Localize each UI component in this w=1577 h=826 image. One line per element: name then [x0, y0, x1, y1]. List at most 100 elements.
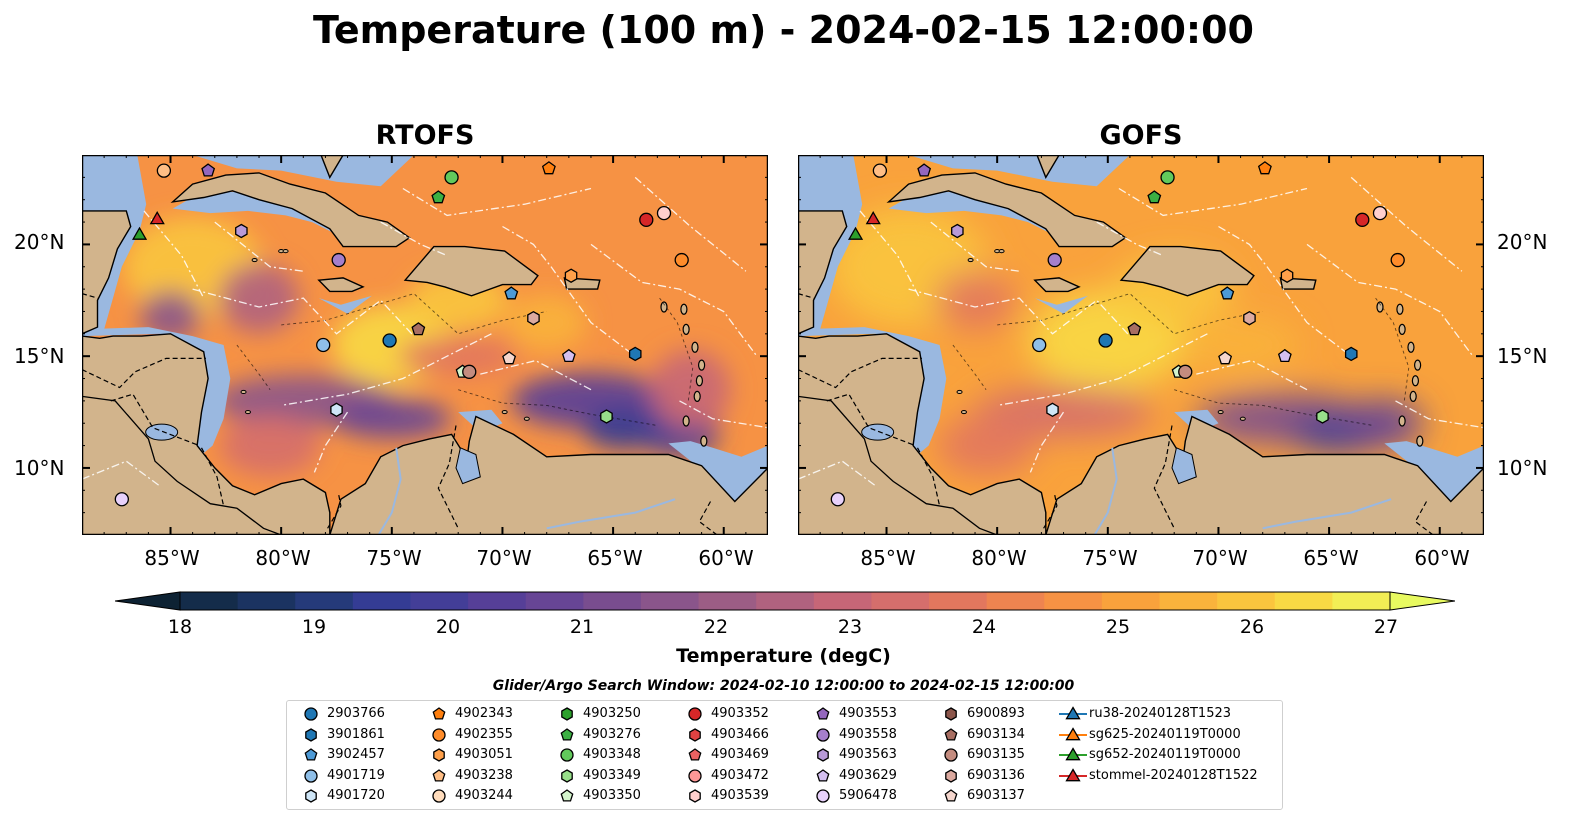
- legend-label: 4903250: [583, 706, 641, 721]
- colorbar-segment: [180, 592, 239, 610]
- depth-contour: [236, 344, 271, 390]
- island: [523, 416, 530, 421]
- float-marker: [628, 346, 642, 362]
- legend-label: 4903563: [839, 747, 897, 762]
- legend-marker-icon: [817, 748, 829, 762]
- float-marker: [1344, 346, 1358, 362]
- colorbar-segment: [468, 592, 527, 610]
- depth-contour: [997, 293, 1263, 335]
- legend-marker-icon: [945, 707, 957, 721]
- eez-boundary: [859, 210, 921, 299]
- legend-label: 4903539: [711, 788, 769, 803]
- legend-label: 6903137: [967, 788, 1025, 803]
- island: [1239, 416, 1246, 421]
- legend-marker-icon: [688, 768, 702, 783]
- float-marker: [1372, 205, 1388, 221]
- legend-label: sg652-20240119T0000: [1089, 747, 1241, 762]
- float-marker: [504, 286, 519, 300]
- legend-marker-icon: [1059, 747, 1087, 761]
- legend-label: 4901720: [327, 788, 385, 803]
- legend-marker-icon: [560, 727, 574, 741]
- legend-label: 6903134: [967, 726, 1025, 742]
- legend-marker-icon: [560, 789, 574, 802]
- legend-pentagon-icon: [560, 727, 574, 741]
- colorbar-tick-label: 22: [703, 616, 729, 638]
- eez-boundary: [908, 288, 1131, 337]
- legend-pentagon-icon: [688, 748, 702, 761]
- legend-marker-icon: [1059, 767, 1087, 781]
- coastline: [798, 395, 998, 535]
- eez-boundary: [281, 333, 492, 407]
- country-border: [1043, 494, 1058, 529]
- legend-label: 4902355: [455, 726, 513, 742]
- lake: [1171, 447, 1197, 485]
- island: [680, 303, 688, 315]
- legend-hexagon-icon: [689, 789, 701, 803]
- float-marker: [830, 492, 845, 507]
- legend-marker-icon: [689, 789, 701, 803]
- legend-marker-icon: [816, 768, 830, 782]
- legend-circle-icon: [688, 707, 702, 721]
- lake: [145, 423, 179, 441]
- eez-boundary: [1395, 400, 1484, 429]
- legend-hexagon-icon: [945, 768, 957, 783]
- country-border: [1153, 425, 1175, 529]
- legend-pentagon-icon: [816, 768, 830, 782]
- lon-tick-label: 85°W: [144, 546, 200, 570]
- island: [240, 389, 247, 395]
- eez-boundary: [997, 333, 1208, 407]
- colorbar-segment: [1044, 592, 1103, 610]
- panel-title-gofs: GOFS: [1099, 120, 1183, 151]
- float-marker: [564, 268, 578, 283]
- legend-label: 4903469: [711, 747, 769, 762]
- float-marker: [411, 322, 426, 336]
- colorbar-segment: [583, 592, 642, 610]
- legend-marker-icon: [688, 707, 702, 721]
- lon-tick-label: 85°W: [860, 546, 916, 570]
- depth-contour: [1174, 389, 1374, 426]
- lat-tick-label: 15°N: [14, 344, 65, 368]
- lon-tick-label: 80°W: [255, 546, 311, 570]
- land: [1119, 245, 1255, 297]
- island: [660, 301, 668, 313]
- eez-boundary: [679, 400, 768, 429]
- island: [682, 323, 690, 335]
- legend-label: 4901719: [327, 767, 385, 783]
- land: [403, 245, 539, 297]
- legend-triangle-icon: [1065, 726, 1081, 740]
- eez-boundary: [82, 460, 160, 487]
- float-marker: [1280, 268, 1294, 283]
- eez-boundary: [1029, 411, 1065, 473]
- float-marker: [235, 223, 248, 239]
- lat-tick-label: 10°N: [1497, 456, 1548, 480]
- float-marker: [1127, 322, 1142, 336]
- legend-hexagon-icon: [561, 768, 573, 783]
- island: [682, 415, 690, 427]
- legend-marker-icon: [816, 789, 830, 803]
- legend-circle-icon: [688, 768, 702, 783]
- legend-label: 4903276: [583, 726, 641, 742]
- shelf-region: [1034, 295, 1088, 314]
- island: [1376, 301, 1384, 313]
- eez-boundary: [1196, 359, 1308, 391]
- colorbar-segment: [1101, 592, 1161, 610]
- legend-marker-icon: [688, 748, 702, 761]
- colorbar-segment: [1217, 592, 1276, 610]
- legend-hexagon-icon: [561, 707, 573, 721]
- legend-label: 4903553: [839, 706, 897, 721]
- lake: [455, 447, 481, 485]
- legend-hexagon-icon: [689, 727, 701, 742]
- legend-circle-icon: [560, 748, 574, 762]
- legend: 2903766 3901861 3902457 4901719 4901720 49023…: [286, 700, 1283, 810]
- lon-tick-label: 60°W: [698, 546, 754, 570]
- legend-label: 4903350: [583, 788, 641, 803]
- float-marker: [1220, 286, 1235, 300]
- colorbar-segment: [295, 592, 354, 610]
- eez-boundary: [192, 288, 415, 337]
- float-marker: [1046, 402, 1059, 418]
- colorbar-tick-label: 21: [569, 616, 595, 638]
- float-marker: [1160, 170, 1175, 185]
- colorbar-tick-label: 20: [435, 616, 461, 638]
- land: [82, 210, 132, 335]
- float-marker: [656, 205, 672, 221]
